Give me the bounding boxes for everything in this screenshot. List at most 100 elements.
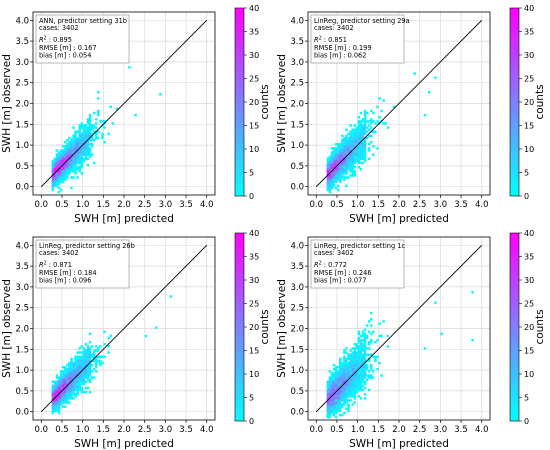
- heatmap-bin: [361, 151, 365, 154]
- x-tick-label: 2.0: [392, 200, 406, 210]
- colorbar-tick-label: 15: [524, 122, 534, 131]
- heatmap-bin: [74, 374, 77, 377]
- heatmap-bin: [363, 353, 367, 356]
- heatmap-bin: [351, 388, 354, 392]
- identity-line: [315, 20, 483, 187]
- heatmap-bin: [88, 113, 92, 117]
- heatmap-bin: [107, 336, 110, 340]
- heatmap-bin: [76, 382, 79, 386]
- heatmap-bin: [88, 134, 92, 138]
- heatmap-bin: [353, 349, 356, 352]
- heatmap-bin: [334, 399, 338, 402]
- heatmap-bin: [334, 376, 338, 379]
- heatmap-bin: [61, 376, 65, 379]
- heatmap-bin: [355, 159, 359, 163]
- heatmap-bin: [51, 395, 55, 398]
- heatmap-bin: [61, 372, 65, 375]
- heatmap-bin: [339, 365, 342, 369]
- heatmap-bin: [59, 386, 63, 390]
- heatmap-bin: [326, 182, 330, 186]
- heatmap-bin: [64, 382, 67, 386]
- heatmap-bin: [326, 186, 330, 190]
- x-tick-label: 2.0: [117, 200, 131, 210]
- heatmap-bin: [363, 370, 367, 373]
- heatmap-bin: [328, 413, 332, 417]
- colorbar-tick-label: 0: [524, 417, 529, 426]
- heatmap-bin: [359, 368, 363, 371]
- heatmap-bin: [363, 347, 367, 350]
- heatmap-bin: [349, 140, 352, 144]
- heatmap-bin: [353, 132, 356, 136]
- heatmap-bin: [363, 147, 367, 150]
- heatmap-bin: [471, 291, 474, 294]
- heatmap-bin: [343, 143, 346, 146]
- colorbar-tick-label: 15: [524, 347, 534, 356]
- heatmap-bin: [328, 163, 332, 167]
- heatmap-bin: [72, 370, 75, 373]
- heatmap-bin: [74, 163, 77, 167]
- heatmap-bin: [355, 376, 359, 379]
- heatmap-bin: [367, 143, 371, 146]
- heatmap-bin: [372, 145, 375, 148]
- heatmap-bin: [355, 143, 359, 146]
- y-tick-label: 0.5: [290, 387, 304, 397]
- heatmap-bin: [359, 143, 363, 146]
- heatmap-bin: [434, 301, 437, 304]
- heatmap-bin: [345, 378, 348, 381]
- heatmap-bin: [339, 407, 342, 411]
- heatmap-bin: [336, 174, 340, 177]
- heatmap-bin: [82, 363, 86, 367]
- heatmap-bin: [330, 390, 334, 394]
- heatmap-bin: [378, 322, 381, 325]
- heatmap-bin: [66, 370, 69, 373]
- heatmap-bin: [59, 382, 63, 386]
- heatmap-bin: [84, 390, 88, 394]
- heatmap-bin: [423, 113, 427, 117]
- heatmap-bin: [57, 172, 61, 175]
- y-tick-label: 1.0: [15, 366, 29, 376]
- heatmap-bin: [51, 176, 55, 179]
- heatmap-svg: 0.0 0.5 1.0 1.5 2.0 2.5 3.0 3.5 4.00.00.51.01.52…: [276, 229, 546, 450]
- heatmap-bin: [357, 145, 361, 148]
- heatmap-bin: [328, 182, 332, 186]
- heatmap-bin: [68, 155, 71, 158]
- heatmap-bin: [339, 380, 342, 383]
- heatmap-bin: [55, 163, 59, 167]
- x-tick-label: 0.5: [55, 200, 69, 210]
- heatmap-bin: [84, 151, 88, 154]
- heatmap-bin: [370, 332, 373, 336]
- heatmap-bin: [66, 151, 69, 154]
- heatmap-bin: [365, 130, 369, 134]
- heatmap-bin: [363, 126, 367, 129]
- heatmap-bin: [334, 397, 338, 400]
- heatmap-bin: [76, 380, 79, 383]
- heatmap-bin: [357, 132, 361, 136]
- heatmap-bin: [74, 380, 77, 383]
- heatmap-bin: [336, 378, 340, 381]
- heatmap-bin: [99, 363, 102, 367]
- heatmap-bin: [328, 155, 332, 158]
- heatmap-bin: [97, 91, 100, 94]
- heatmap-bin: [336, 397, 340, 400]
- heatmap-bin: [64, 174, 67, 177]
- heatmap-bin: [341, 363, 344, 367]
- heatmap-bin: [64, 170, 67, 173]
- heatmap-bin: [328, 170, 332, 173]
- heatmap-bin: [72, 145, 75, 148]
- heatmap-bin: [345, 157, 348, 161]
- heatmap-bin: [359, 359, 363, 363]
- heatmap-bin: [359, 151, 363, 154]
- heatmap-bin: [84, 370, 88, 373]
- heatmap-bin: [363, 359, 367, 363]
- heatmap-bin: [57, 180, 61, 183]
- heatmap-bin: [339, 143, 342, 146]
- heatmap-bin: [61, 149, 65, 152]
- heatmap-bin: [361, 370, 365, 373]
- heatmap-bin: [326, 382, 330, 386]
- heatmap-bin: [90, 353, 94, 356]
- heatmap-bin: [330, 411, 334, 415]
- heatmap-bin: [80, 355, 84, 359]
- heatmap-bin: [59, 395, 63, 398]
- heatmap-bin: [351, 355, 354, 359]
- heatmap-bin: [341, 376, 344, 379]
